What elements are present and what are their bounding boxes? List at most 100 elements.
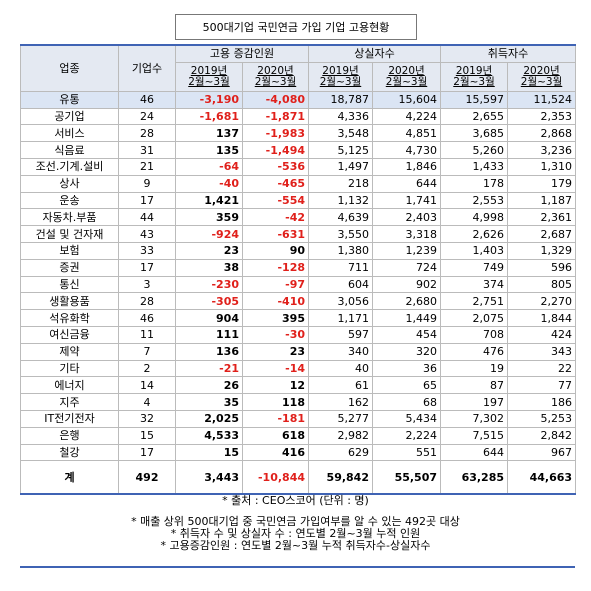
cell: 계 (20, 460, 119, 495)
cell: 24 (118, 107, 176, 126)
cell: 15 (175, 443, 243, 462)
cell: 724 (371, 258, 442, 277)
cell: -536 (242, 157, 309, 176)
cell: 23 (175, 241, 243, 260)
cell: 2,270 (507, 292, 577, 311)
cell: -42 (242, 208, 309, 227)
row: 운송 17 1,421 -554 1,132 1,741 2,553 1,187 (20, 191, 577, 210)
row: 식음료 31 135 -1,494 5,125 4,730 5,260 3,236 (20, 141, 577, 159)
cell: 기타 (20, 359, 119, 378)
cell: -1,871 (242, 107, 309, 126)
cell: 454 (371, 325, 442, 344)
cell: 1,433 (440, 157, 509, 176)
cell: 904 (175, 309, 243, 327)
cell: 604 (308, 275, 373, 294)
cell: 63,285 (440, 460, 509, 495)
cell: 1,171 (308, 309, 373, 327)
cell: 2,868 (507, 124, 577, 143)
cell: 12 (242, 376, 309, 395)
cell: 식음료 (20, 141, 119, 159)
cell: 1,187 (507, 191, 577, 210)
cell: 1,239 (371, 241, 442, 260)
cell: IT전기전자 (20, 409, 119, 428)
cell: 15 (118, 426, 176, 445)
cell: 186 (507, 393, 577, 411)
cell: 제약 (20, 342, 119, 361)
cell: 2,403 (371, 208, 442, 227)
cell: 4,533 (175, 426, 243, 445)
cell: 증권 (20, 258, 119, 277)
cell: 32 (118, 409, 176, 428)
cell: -4,080 (242, 90, 309, 109)
cell: 석유화학 (20, 309, 119, 327)
cell: 3,685 (440, 124, 509, 143)
cell: 7,302 (440, 409, 509, 428)
cell: 551 (371, 443, 442, 462)
cell: -128 (242, 258, 309, 277)
cell: 4,336 (308, 107, 373, 126)
cell: 11,524 (507, 90, 577, 109)
cell: 여신금융 (20, 325, 119, 344)
cell: -924 (175, 225, 243, 243)
cell: 2,075 (440, 309, 509, 327)
cell: 2,680 (371, 292, 442, 311)
cell: 137 (175, 124, 243, 143)
cell: 3,443 (175, 460, 243, 495)
cell: 711 (308, 258, 373, 277)
header-cell: 취득자수 (440, 44, 577, 63)
header-cell: 기업수 (118, 44, 176, 92)
cell: 공기업 (20, 107, 119, 126)
cell: 철강 (20, 443, 119, 462)
cell: 2,224 (371, 426, 442, 445)
cell: 1,741 (371, 191, 442, 210)
cell: 28 (118, 124, 176, 143)
cell: -3,190 (175, 90, 243, 109)
cell: 14 (118, 376, 176, 395)
cell: 135 (175, 141, 243, 159)
cell: 5,253 (507, 409, 577, 428)
cell: 17 (118, 443, 176, 462)
cell: 46 (118, 90, 176, 109)
cell: 3,056 (308, 292, 373, 311)
cell: 902 (371, 275, 442, 294)
cell: 건설 및 건자재 (20, 225, 119, 243)
cell: -1,681 (175, 107, 243, 126)
cell: 359 (175, 208, 243, 227)
cell: 162 (308, 393, 373, 411)
cell: 조선.기계.설비 (20, 157, 119, 176)
cell: 340 (308, 342, 373, 361)
row: 상사 9 -40 -465 218 644 178 179 (20, 174, 577, 193)
cell: -230 (175, 275, 243, 294)
cell: 2,655 (440, 107, 509, 126)
cell: 90 (242, 241, 309, 260)
cell: 2,626 (440, 225, 509, 243)
cell: 40 (308, 359, 373, 378)
cell: 28 (118, 292, 176, 311)
cell: 33 (118, 241, 176, 260)
cell: 2,751 (440, 292, 509, 311)
cell: 3,548 (308, 124, 373, 143)
cell: 320 (371, 342, 442, 361)
cell: 343 (507, 342, 577, 361)
cell: 2,553 (440, 191, 509, 210)
cell: 629 (308, 443, 373, 462)
cell: 3,318 (371, 225, 442, 243)
cell: 1,844 (507, 309, 577, 327)
cell: 5,434 (371, 409, 442, 428)
cell: 618 (242, 426, 309, 445)
row: 철강 17 15 416 629 551 644 967 (20, 443, 577, 462)
cell: -40 (175, 174, 243, 193)
cell: 에너지 (20, 376, 119, 395)
cell: 2,842 (507, 426, 577, 445)
header-cell: 2019년 2월~3월 (175, 61, 243, 92)
cell: 5,125 (308, 141, 373, 159)
row: 여신금융 11 111 -30 597 454 708 424 (20, 325, 577, 344)
cell: -97 (242, 275, 309, 294)
cell: 생활용품 (20, 292, 119, 311)
cell: 46 (118, 309, 176, 327)
cell: 자동차.부품 (20, 208, 119, 227)
cell: 23 (242, 342, 309, 361)
cell: -10,844 (242, 460, 309, 495)
header-cell: 2020년 2월~3월 (242, 61, 309, 92)
cell: 118 (242, 393, 309, 411)
